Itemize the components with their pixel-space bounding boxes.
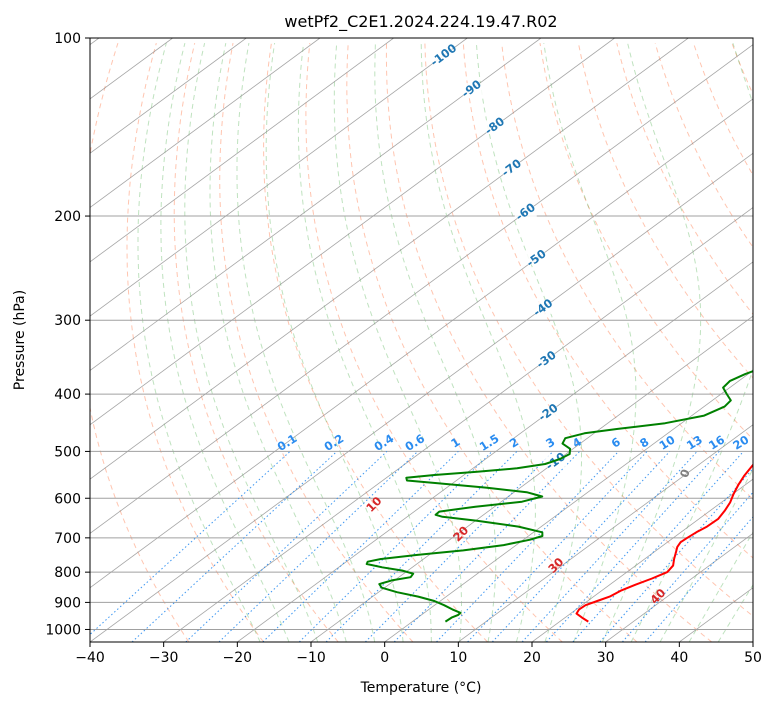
mixing-ratio-line xyxy=(364,451,554,642)
x-tick-label: 40 xyxy=(670,650,688,666)
isotherm xyxy=(90,38,394,263)
x-tick-label: −40 xyxy=(75,650,105,666)
y-tick-label: 800 xyxy=(54,565,81,581)
x-tick-label: −30 xyxy=(149,650,179,666)
isotherm-label-bg xyxy=(514,206,537,219)
isotherm xyxy=(90,98,753,589)
moist-adiabat xyxy=(543,43,637,642)
x-tick-label: 10 xyxy=(449,650,467,666)
isotherm xyxy=(458,424,753,642)
isotherm xyxy=(90,44,753,534)
isotherm-label-bg xyxy=(537,406,560,419)
y-tick-label: 400 xyxy=(54,387,81,403)
moist-adiabat xyxy=(265,43,404,642)
x-axis-label: Temperature (°C) xyxy=(360,680,482,696)
x-axis-ticks: −40 −30 −20 −10 0 10 20 30 40 50 xyxy=(75,642,762,666)
mixing-ratio-line xyxy=(325,451,518,642)
y-tick-label: 900 xyxy=(54,595,81,611)
plot-frame xyxy=(89,37,754,643)
moist-adiabat xyxy=(297,43,432,642)
mixing-ratio-line xyxy=(262,451,459,642)
plot-background xyxy=(90,38,753,642)
y-tick-label: 700 xyxy=(54,531,81,547)
mixing-ratio-label: 25 xyxy=(755,432,775,452)
x-tick-label: 20 xyxy=(523,650,541,666)
dry-adiabat xyxy=(90,42,190,642)
moist-adiabat xyxy=(659,467,753,642)
x-tick-label: 0 xyxy=(380,650,389,666)
isotherm xyxy=(90,38,247,154)
moist-adiabat xyxy=(137,42,261,642)
isotherm-label-bg xyxy=(525,252,548,265)
dry-adiabat xyxy=(219,43,414,642)
x-tick-label: 30 xyxy=(597,650,615,666)
chart-title: wetPf2_C2E1.2024.224.19.47.R02 xyxy=(284,12,557,32)
moist-adiabat xyxy=(333,43,462,642)
dry-adiabat xyxy=(424,43,753,617)
moist-adiabat xyxy=(717,583,753,642)
mixing-ratio-line xyxy=(545,451,720,642)
isotherm xyxy=(531,478,753,642)
moist-adiabat xyxy=(160,42,290,642)
dry-adiabat xyxy=(173,42,339,642)
moist-adiabat xyxy=(601,42,702,642)
dry-adiabat xyxy=(770,43,775,642)
y-axis-label: Pressure (hPa) xyxy=(12,290,28,390)
moist-adiabat xyxy=(420,43,536,642)
mixing-ratio-line xyxy=(218,451,419,642)
moist-adiabat xyxy=(209,43,347,642)
isotherm xyxy=(90,38,321,209)
isotherm xyxy=(90,38,468,317)
isotherm xyxy=(310,315,753,642)
mixing-ratio-line xyxy=(572,451,744,642)
x-tick-label: 50 xyxy=(744,650,762,666)
isotherm-label-bg xyxy=(483,120,506,133)
isotherm-label-bg xyxy=(535,353,558,366)
y-tick-label: 600 xyxy=(54,491,81,507)
dewpoint-profile xyxy=(365,370,753,623)
mixing-ratio-line xyxy=(491,451,671,642)
dry-adiabat xyxy=(305,43,563,642)
mixing-ratio-line xyxy=(298,451,493,642)
isotherm xyxy=(90,38,615,426)
isotherm xyxy=(237,261,753,642)
moist-adiabat xyxy=(688,531,753,642)
isotherm xyxy=(90,152,753,642)
isotherm-label-bg xyxy=(432,49,455,62)
x-tick-label: −10 xyxy=(296,650,326,666)
isotherm xyxy=(605,532,753,642)
mixing-ratio-line xyxy=(131,451,338,642)
y-tick-label: 1000 xyxy=(45,622,81,638)
y-tick-label: 200 xyxy=(54,209,81,225)
y-axis-ticks: 100 200 300 400 500 600 700 800 900 1000 xyxy=(45,31,90,638)
dry-adiabat xyxy=(263,43,488,642)
isotherm-label-bg xyxy=(460,83,483,96)
moist-adiabat xyxy=(630,42,753,642)
moist-adiabat xyxy=(475,43,582,642)
moist-adiabat xyxy=(184,42,319,642)
y-tick-label: 100 xyxy=(54,31,81,47)
isotherm-label-bg xyxy=(500,162,523,175)
mixing-ratio-line xyxy=(90,451,291,636)
y-tick-label: 300 xyxy=(54,313,81,329)
temperature-profile xyxy=(575,463,753,623)
isotherm xyxy=(752,641,753,642)
isotherm xyxy=(90,38,689,480)
x-tick-label: −20 xyxy=(223,650,253,666)
isotherm-label-bg xyxy=(532,301,555,314)
dry-adiabat xyxy=(126,42,264,642)
isotherm xyxy=(163,207,753,642)
sounding-profiles xyxy=(365,370,753,623)
mixing-ratio-line xyxy=(521,451,698,642)
isotherm xyxy=(90,38,542,371)
moist-adiabat xyxy=(236,43,376,642)
y-tick-label: 500 xyxy=(54,444,81,460)
